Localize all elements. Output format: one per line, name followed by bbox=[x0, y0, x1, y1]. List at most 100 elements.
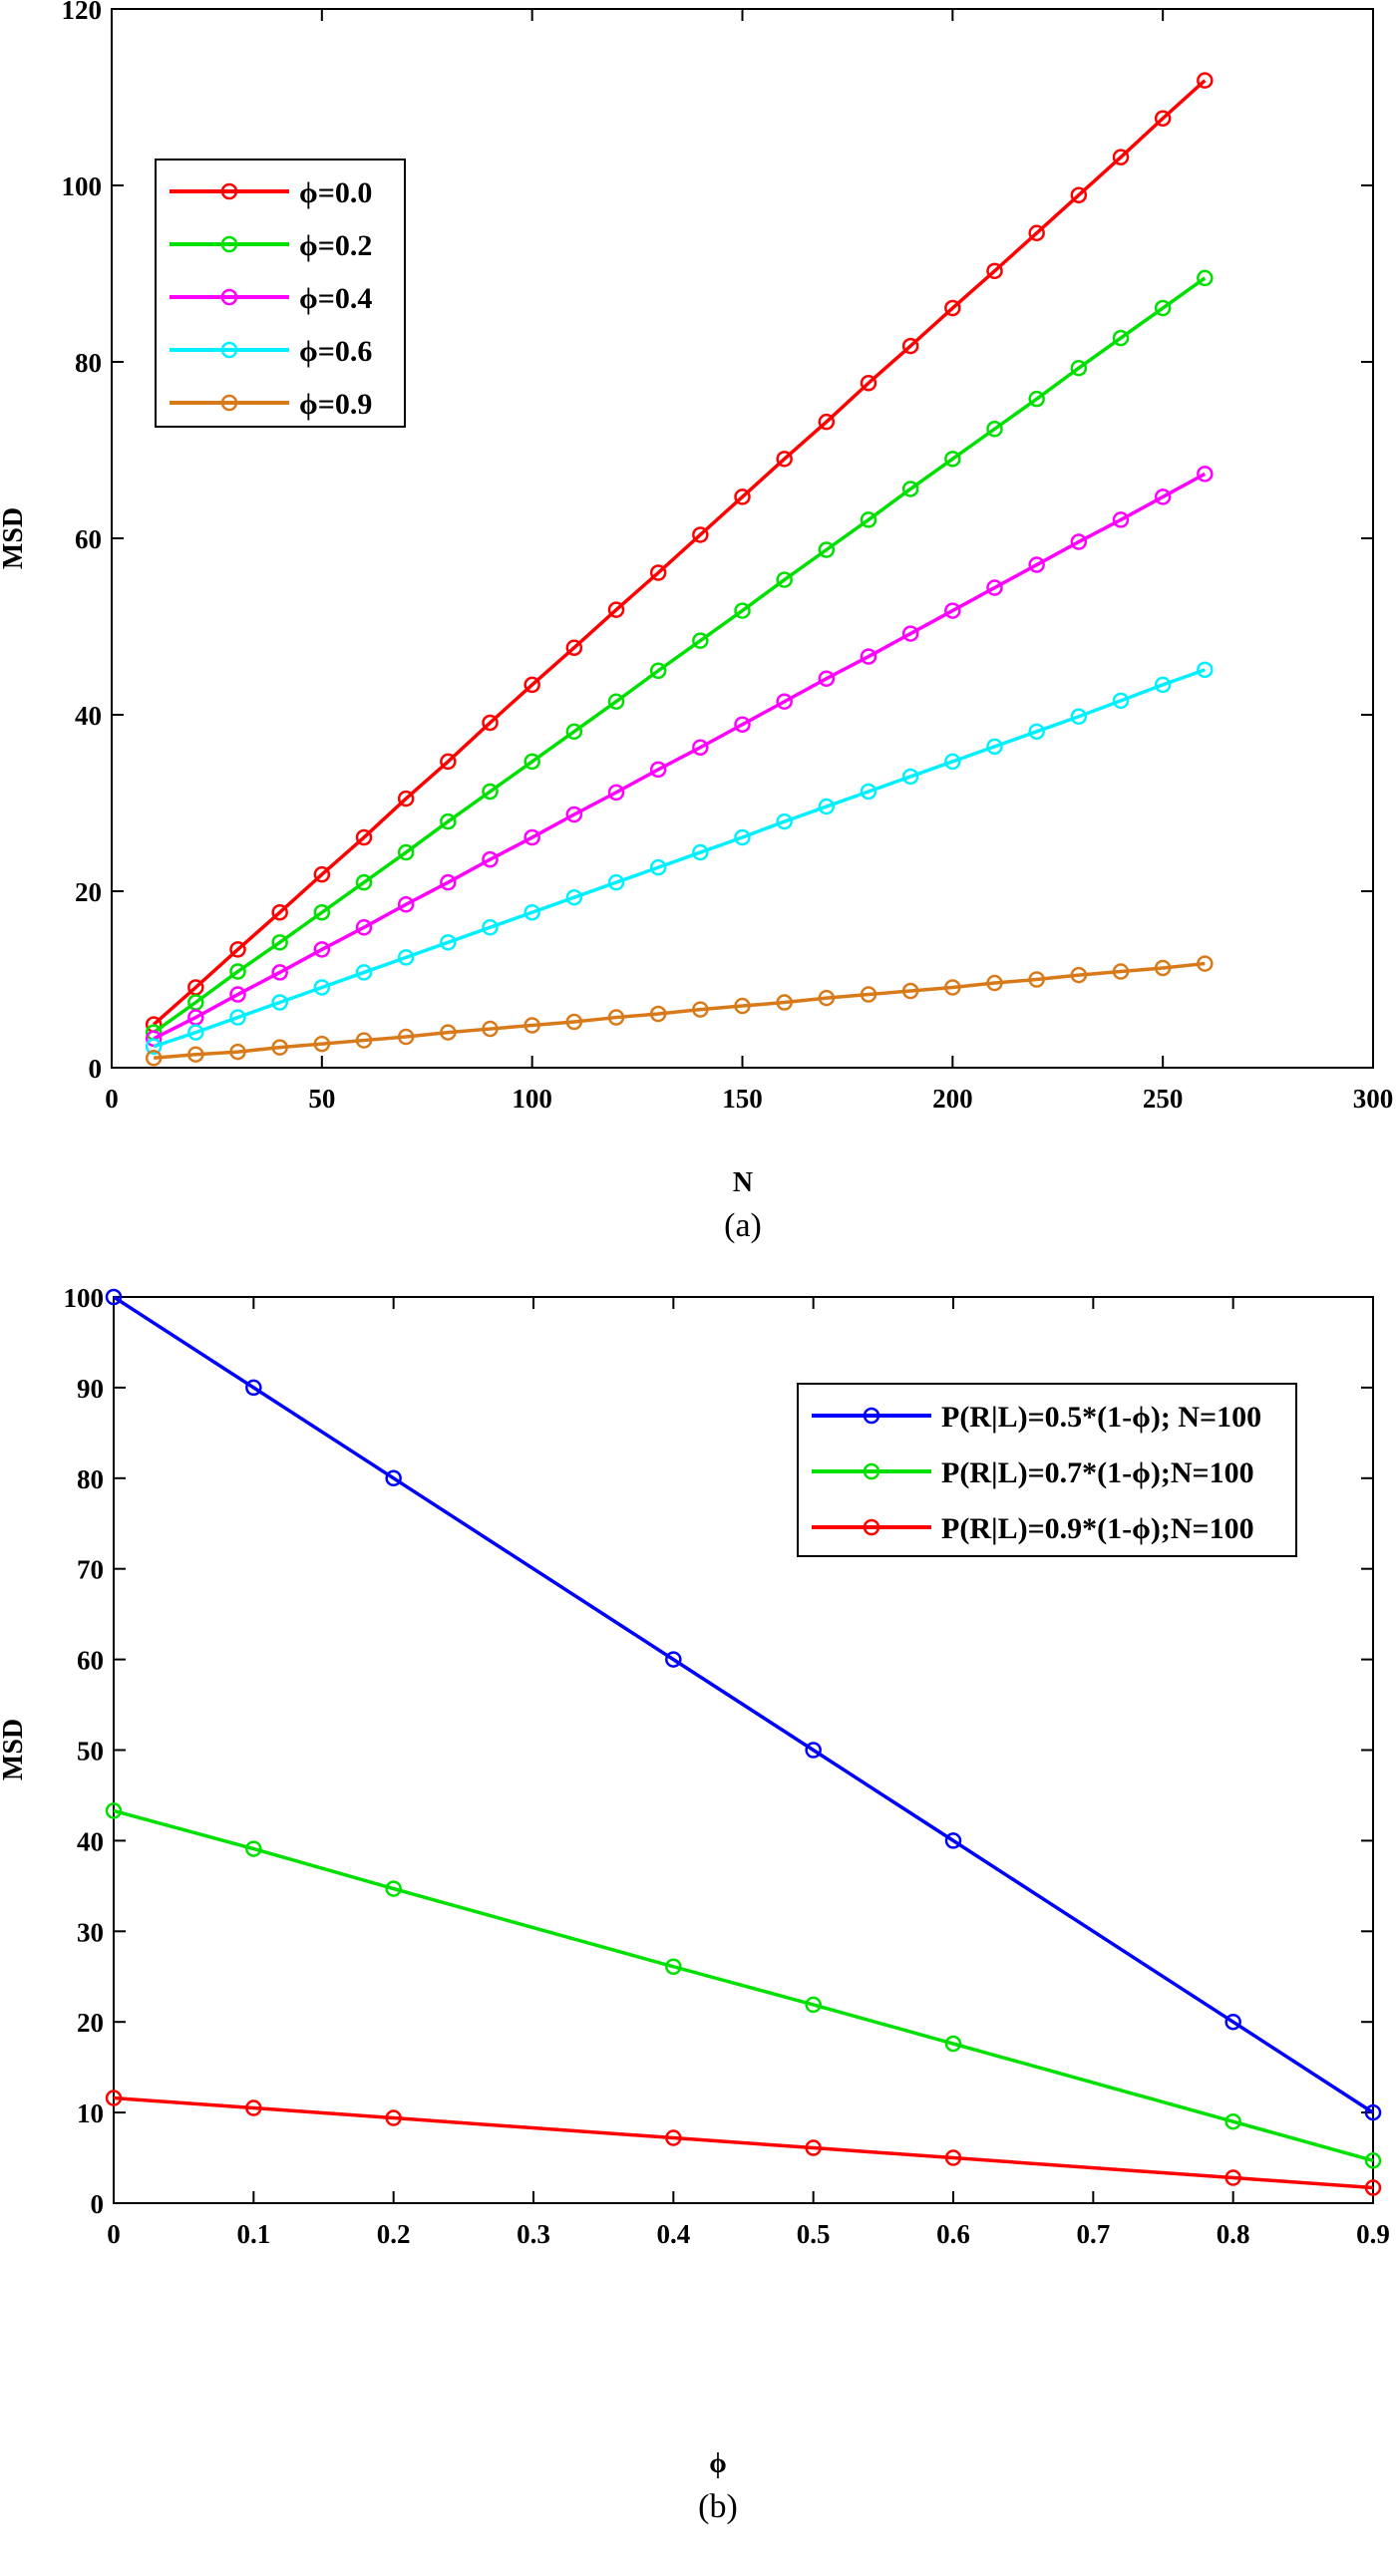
data-point-4 bbox=[1070, 966, 1088, 984]
data-point-4 bbox=[1197, 955, 1214, 972]
chart-a: N MSD (a) 0 50 100 150 200 250 300 0 20 40 60 80 100… bbox=[0, 0, 1393, 1244]
y-tick-label: 120 bbox=[62, 0, 103, 25]
data-point-1 bbox=[1197, 269, 1214, 287]
data-point-1 bbox=[734, 602, 751, 619]
data-point-4 bbox=[1112, 963, 1130, 980]
data-point-4 bbox=[776, 994, 793, 1011]
data-point-2 bbox=[986, 579, 1003, 596]
x-tick-label: 0.2 bbox=[377, 2219, 411, 2249]
legend-marker-3 bbox=[220, 341, 238, 359]
data-point-2 bbox=[649, 761, 667, 779]
data-point-0 bbox=[665, 1651, 682, 1668]
x-tick-label: 200 bbox=[932, 1084, 973, 1114]
data-point-1 bbox=[271, 934, 288, 951]
data-point-3 bbox=[524, 903, 540, 921]
data-point-4 bbox=[986, 974, 1003, 992]
legend-label: ϕ=0.9 bbox=[299, 388, 372, 421]
data-point-1 bbox=[105, 1802, 123, 1819]
data-point-0 bbox=[1028, 224, 1045, 242]
x-tick-label: 250 bbox=[1143, 1084, 1184, 1114]
data-point-1 bbox=[901, 481, 919, 497]
data-point-0 bbox=[776, 451, 793, 468]
x-tick-label: 0 bbox=[105, 1084, 119, 1114]
legend-label: ϕ=0.4 bbox=[299, 282, 372, 315]
data-point-4 bbox=[440, 1024, 457, 1041]
data-point-4 bbox=[313, 1035, 331, 1053]
y-tick-label: 80 bbox=[75, 348, 102, 378]
legend-marker-0 bbox=[220, 182, 238, 200]
data-point-3 bbox=[313, 979, 331, 996]
data-point-0 bbox=[734, 488, 751, 505]
legend-label: P(R|L)=0.9*(1-ϕ);N=100 bbox=[941, 1512, 1254, 1545]
data-point-0 bbox=[565, 639, 583, 656]
y-tick-label: 10 bbox=[77, 2098, 104, 2128]
y-tick-label: 20 bbox=[77, 2008, 104, 2038]
data-point-2 bbox=[565, 805, 583, 823]
data-point-4 bbox=[1154, 959, 1172, 977]
data-point-0 bbox=[524, 676, 540, 694]
data-point-4 bbox=[355, 1032, 373, 1049]
data-point-1 bbox=[524, 753, 540, 771]
data-point-3 bbox=[440, 934, 457, 951]
data-point-2 bbox=[245, 2099, 262, 2116]
data-point-0 bbox=[355, 828, 373, 846]
data-point-1 bbox=[355, 873, 373, 891]
x-tick-label: 0.8 bbox=[1217, 2219, 1250, 2249]
y-tick-label: 90 bbox=[77, 1374, 104, 1404]
data-point-4 bbox=[565, 1013, 583, 1031]
data-point-2 bbox=[1028, 556, 1045, 573]
data-point-1 bbox=[1112, 329, 1130, 347]
data-point-2 bbox=[1112, 511, 1130, 528]
data-point-2 bbox=[385, 2109, 402, 2126]
data-point-2 bbox=[607, 784, 625, 802]
data-point-0 bbox=[860, 374, 877, 392]
legend-box bbox=[155, 159, 406, 428]
legend-marker-2 bbox=[220, 288, 238, 306]
data-point-3 bbox=[986, 738, 1003, 756]
data-point-1 bbox=[1070, 359, 1088, 377]
data-point-1 bbox=[397, 843, 415, 861]
x-tick-label: 0.1 bbox=[236, 2219, 270, 2249]
data-point-2 bbox=[944, 2149, 962, 2166]
legend-label: P(R|L)=0.7*(1-ϕ);N=100 bbox=[941, 1456, 1254, 1489]
legend-label: ϕ=0.2 bbox=[299, 229, 372, 262]
data-point-0 bbox=[805, 1742, 822, 1759]
x-tick-label: 0.4 bbox=[656, 2219, 690, 2249]
series-line-3 bbox=[153, 668, 1206, 1049]
data-point-0 bbox=[1224, 2013, 1241, 2031]
data-point-0 bbox=[1154, 110, 1172, 127]
data-point-2 bbox=[944, 602, 961, 619]
series-line-1 bbox=[153, 276, 1207, 1035]
series-line-0 bbox=[153, 79, 1207, 1026]
data-point-1 bbox=[1154, 299, 1172, 317]
data-point-4 bbox=[860, 986, 877, 1003]
data-point-3 bbox=[944, 753, 961, 771]
data-point-4 bbox=[944, 979, 961, 996]
data-point-0 bbox=[440, 753, 457, 771]
data-point-2 bbox=[1070, 533, 1088, 550]
legend-marker-2 bbox=[863, 1518, 880, 1536]
data-point-3 bbox=[860, 783, 877, 801]
data-point-4 bbox=[649, 1005, 667, 1023]
data-point-3 bbox=[145, 1038, 163, 1056]
data-point-1 bbox=[944, 451, 961, 468]
legend-label: ϕ=0.6 bbox=[299, 335, 372, 368]
caption-a: (a) bbox=[724, 1207, 762, 1244]
data-point-2 bbox=[1197, 466, 1214, 483]
data-point-0 bbox=[271, 903, 288, 921]
data-point-4 bbox=[818, 989, 836, 1007]
y-tick-label: 0 bbox=[89, 1054, 103, 1084]
data-point-0 bbox=[818, 413, 836, 431]
x-axis-label-b: ϕ bbox=[709, 2448, 726, 2479]
data-point-4 bbox=[901, 982, 919, 1000]
legend-label: P(R|L)=0.5*(1-ϕ); N=100 bbox=[941, 1401, 1261, 1434]
x-tick-label: 0.5 bbox=[797, 2219, 831, 2249]
data-point-0 bbox=[229, 941, 246, 958]
data-point-2 bbox=[440, 873, 457, 891]
data-point-4 bbox=[692, 1001, 709, 1018]
data-point-3 bbox=[482, 919, 499, 936]
data-point-3 bbox=[355, 964, 373, 981]
data-point-0 bbox=[1070, 186, 1088, 203]
legend-marker-4 bbox=[220, 394, 238, 412]
